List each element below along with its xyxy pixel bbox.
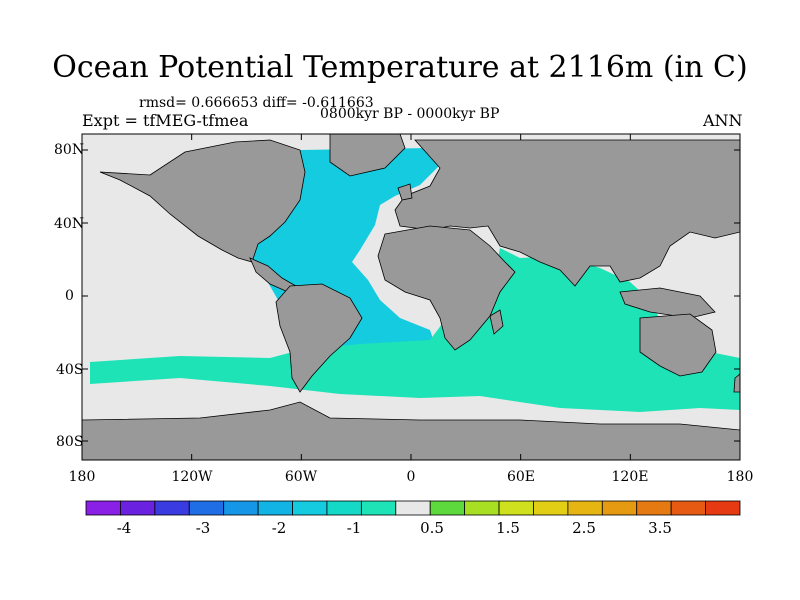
colorbar-swatch: [154, 500, 190, 516]
north-america-landmass: [99, 139, 306, 263]
colorbar-label: 3.5: [648, 519, 672, 537]
lon-label-60w: 60W: [285, 469, 318, 485]
lat-label-0: 0: [65, 288, 74, 304]
british-isles-landmass: [397, 183, 413, 201]
colorbar-swatch: [188, 500, 225, 516]
eurasia-landmass: [394, 139, 740, 287]
colorbar-label: -1: [347, 519, 362, 537]
axis-ticks: [81, 134, 741, 460]
lon-label-180e: 180: [727, 469, 754, 485]
colorbar-swatch: [636, 500, 672, 516]
experiment-label: Expt = tfMEG-tfmea: [82, 111, 249, 130]
lat-label-80n: 80N: [54, 142, 84, 158]
colorbar-label: 0.5: [420, 519, 444, 537]
lat-label-40s: 40S: [56, 362, 83, 378]
map-layers: [82, 134, 740, 460]
plot-title: Ocean Potential Temperature at 2116m (in…: [52, 50, 748, 85]
south-america-landmass: [275, 283, 363, 393]
colorbar-label: 1.5: [496, 519, 520, 537]
colorbar-swatch: [326, 500, 362, 516]
stats-line: rmsd= 0.666653 diff= -0.611663: [139, 95, 374, 111]
colorbar-swatch: [85, 500, 121, 516]
arctic-anomaly-region: [305, 160, 430, 196]
colorbar-swatch: [223, 500, 259, 516]
colorbar-swatch: [567, 500, 603, 516]
maritime-continent-landmass: [619, 287, 716, 319]
lon-label-120e: 120E: [612, 469, 649, 485]
madagascar-landmass: [489, 309, 504, 335]
africa-landmass: [377, 225, 516, 351]
colorbar-swatch: [429, 500, 466, 516]
colorbar-swatch: [120, 500, 156, 516]
lat-label-40n: 40N: [54, 216, 84, 232]
colorbar-swatch: [498, 500, 534, 516]
australia-landmass: [639, 313, 717, 377]
season-label: ANN: [703, 111, 743, 130]
colorbar-label: -4: [117, 519, 132, 537]
colorbar-swatch: [601, 500, 638, 516]
greenland-landmass: [329, 134, 406, 177]
colorbar-swatch: [464, 500, 500, 516]
colorbar-swatch: [395, 500, 431, 516]
colorbar-swatch: [360, 500, 397, 516]
lat-label-80s: 80S: [56, 434, 83, 450]
colorbar: [85, 500, 741, 516]
colorbar-swatch: [705, 500, 741, 516]
colorbar-swatch: [292, 500, 328, 516]
colorbar-label: -3: [196, 519, 211, 537]
southern-ocean-anomaly-region: [90, 248, 740, 412]
antarctica-landmass: [82, 401, 740, 460]
colorbar-label: 2.5: [572, 519, 596, 537]
lon-label-60e: 60E: [507, 469, 535, 485]
new-zealand-landmass: [733, 373, 740, 393]
lon-label-180w: 180: [69, 469, 96, 485]
land-masses: [82, 134, 740, 460]
period-line: 0800kyr BP - 0000kyr BP: [320, 106, 500, 122]
colorbar-swatch: [670, 500, 706, 516]
colorbar-labels: -4 -3 -2 -1 0.5 1.5 2.5 3.5: [117, 519, 672, 537]
lon-label-120w: 120W: [171, 469, 213, 485]
colorbar-label: -2: [272, 519, 287, 537]
colorbar-swatch: [257, 500, 293, 516]
colorbar-swatch: [533, 500, 569, 516]
lon-label-0: 0: [407, 469, 416, 485]
latitude-axis: 80N 40N 0 40S 80S: [54, 142, 84, 450]
longitude-axis: 180 120W 60W 0 60E 120E 180: [69, 469, 754, 485]
